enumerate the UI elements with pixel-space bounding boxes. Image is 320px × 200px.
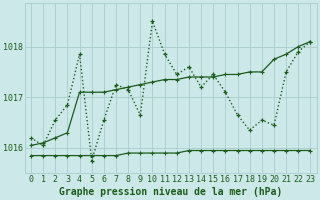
X-axis label: Graphe pression niveau de la mer (hPa): Graphe pression niveau de la mer (hPa) [59,186,282,197]
